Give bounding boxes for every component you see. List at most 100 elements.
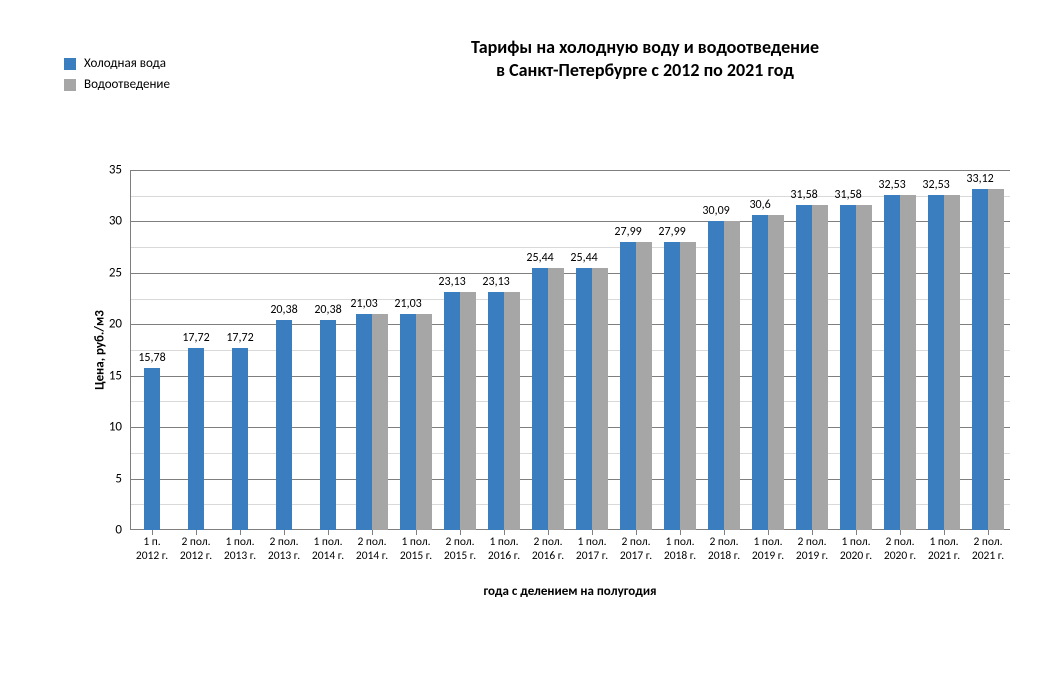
bar-group: 27,99 — [614, 170, 658, 530]
bar-drainage — [460, 292, 476, 530]
bar-group: 31,58 — [834, 170, 878, 530]
bar-cold-water — [708, 221, 724, 530]
y-tick: 25 — [82, 265, 130, 280]
bar-group: 20,38 — [262, 170, 306, 530]
legend-item-cold-water: Холодная вода — [64, 56, 170, 71]
bar-value-label: 25,44 — [526, 251, 553, 265]
bar-cold-water — [232, 348, 248, 530]
legend: Холодная вода Водоотведение — [64, 56, 170, 98]
bar-group: 27,99 — [658, 170, 702, 530]
bar-value-label: 31,58 — [790, 188, 817, 202]
bar-group: 15,78 — [130, 170, 174, 530]
bar-value-label: 27,99 — [614, 225, 641, 239]
bar-value-label: 21,03 — [350, 297, 377, 311]
bar-drainage — [548, 268, 564, 530]
bar-cold-water — [796, 205, 812, 530]
bar-group: 23,13 — [438, 170, 482, 530]
bar-cold-water — [840, 205, 856, 530]
bar-group: 33,12 — [966, 170, 1010, 530]
legend-label-cold-water: Холодная вода — [84, 56, 166, 71]
bar-cold-water — [444, 292, 460, 530]
chart-title-line1: Тарифы на холодную воду и водоотведение — [280, 36, 1010, 59]
chart-title: Тарифы на холодную воду и водоотведение … — [280, 36, 1010, 81]
bar-group: 25,44 — [570, 170, 614, 530]
bar-cold-water — [972, 189, 988, 530]
y-tick: 20 — [82, 317, 130, 332]
bar-value-label: 17,72 — [182, 331, 209, 345]
bar-cold-water — [664, 242, 680, 530]
bar-drainage — [988, 189, 1004, 530]
bar-drainage — [724, 221, 740, 530]
bar-cold-water — [400, 314, 416, 530]
bar-value-label: 33,12 — [966, 172, 993, 186]
y-tick: 5 — [82, 471, 130, 486]
bar-cold-water — [884, 195, 900, 530]
y-tick: 10 — [82, 420, 130, 435]
bar-value-label: 21,03 — [394, 297, 421, 311]
x-tick-label: 2 пол.2013 г. — [259, 530, 309, 564]
bar-cold-water — [144, 368, 160, 530]
bar-group: 32,53 — [878, 170, 922, 530]
legend-label-drainage: Водоотведение — [84, 77, 170, 92]
bar-group: 17,72 — [174, 170, 218, 530]
bar-value-label: 30,6 — [749, 198, 770, 212]
x-tick-label: 2 пол.2020 г. — [875, 530, 925, 564]
bar-cold-water — [488, 292, 504, 530]
bar-cold-water — [928, 195, 944, 530]
x-tick-label: 1 пол.2015 г. — [391, 530, 441, 564]
x-tick-label: 2 пол.2016 г. — [523, 530, 573, 564]
x-tick-label: 1 пол.2018 г. — [655, 530, 705, 564]
bar-cold-water — [532, 268, 548, 530]
y-tick: 0 — [82, 523, 130, 538]
bar-group: 30,09 — [702, 170, 746, 530]
x-tick-label: 1 пол.2021 г. — [919, 530, 969, 564]
x-tick-label: 1 пол.2017 г. — [567, 530, 617, 564]
legend-swatch-cold-water — [64, 58, 76, 70]
chart-title-line2: в Санкт-Петербурге с 2012 по 2021 год — [280, 59, 1010, 82]
bar-cold-water — [752, 215, 768, 530]
bar-cold-water — [320, 320, 336, 530]
bar-drainage — [636, 242, 652, 530]
x-tick-label: 1 пол.2020 г. — [831, 530, 881, 564]
x-tick-label: 2 пол.2015 г. — [435, 530, 485, 564]
bar-group: 31,58 — [790, 170, 834, 530]
x-tick-label: 1 пол.2014 г. — [303, 530, 353, 564]
bar-value-label: 23,13 — [482, 275, 509, 289]
x-tick-label: 2 пол.2021 г. — [963, 530, 1013, 564]
bar-drainage — [900, 195, 916, 530]
bar-group: 23,13 — [482, 170, 526, 530]
bar-drainage — [812, 205, 828, 530]
bar-value-label: 17,72 — [226, 331, 253, 345]
x-tick-label: 2 пол.2019 г. — [787, 530, 837, 564]
legend-item-drainage: Водоотведение — [64, 77, 170, 92]
bar-drainage — [592, 268, 608, 530]
x-tick-label: 2 пол.2017 г. — [611, 530, 661, 564]
bar-drainage — [944, 195, 960, 530]
bar-group: 20,38 — [306, 170, 350, 530]
bar-group: 32,53 — [922, 170, 966, 530]
bar-cold-water — [276, 320, 292, 530]
bar-drainage — [416, 314, 432, 530]
bar-value-label: 25,44 — [570, 251, 597, 265]
chart-plot: 15,78 17,72 17,72 20,38 20,38 21,03 21,03 23,13… — [130, 170, 1010, 530]
bar-value-label: 15,78 — [138, 351, 165, 365]
bar-value-label: 20,38 — [270, 303, 297, 317]
bar-drainage — [504, 292, 520, 530]
bar-value-label: 20,38 — [314, 303, 341, 317]
bar-group: 17,72 — [218, 170, 262, 530]
bar-drainage — [856, 205, 872, 530]
y-tick: 30 — [82, 214, 130, 229]
bar-cold-water — [188, 348, 204, 530]
bar-value-label: 32,53 — [922, 178, 949, 192]
bar-value-label: 23,13 — [438, 275, 465, 289]
bar-value-label: 31,58 — [834, 188, 861, 202]
bar-value-label: 30,09 — [702, 204, 729, 218]
bar-value-label: 27,99 — [658, 225, 685, 239]
bar-cold-water — [576, 268, 592, 530]
bar-drainage — [768, 215, 784, 530]
y-tick: 15 — [82, 368, 130, 383]
bar-group: 30,6 — [746, 170, 790, 530]
y-tick: 35 — [82, 163, 130, 178]
x-tick-label: 1 пол.2019 г. — [743, 530, 793, 564]
x-tick-label: 1 п.2012 г. — [127, 530, 177, 564]
